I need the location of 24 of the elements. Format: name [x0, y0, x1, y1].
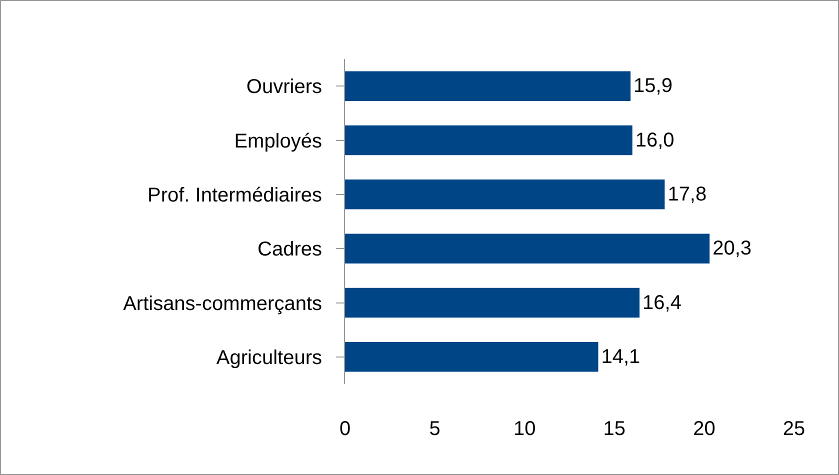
data-label: 16,4	[642, 292, 682, 314]
y-tick-label: Employés	[234, 130, 322, 152]
y-tick-label: Ouvriers	[246, 76, 322, 98]
y-tick-label: Prof. Intermédiaires	[147, 184, 322, 206]
bar	[345, 288, 640, 318]
data-label: 14,1	[601, 346, 640, 368]
data-label: 20,3	[712, 238, 752, 260]
data-label: 17,8	[668, 183, 707, 206]
data-label: 15,9	[634, 75, 672, 98]
data-label: 16,0	[635, 129, 674, 152]
x-tick-label: 5	[429, 418, 440, 440]
y-tick-label: Artisans-commerçants	[123, 292, 322, 315]
x-tick-label: 15	[603, 418, 626, 440]
y-tick-label: Cadres	[258, 238, 322, 261]
bar	[345, 342, 598, 372]
bar	[345, 125, 632, 156]
x-tick-label: 20	[693, 418, 716, 440]
bar	[345, 234, 710, 264]
x-tick-label: 25	[782, 418, 806, 440]
bar	[345, 71, 631, 101]
y-tick-label: Agriculteurs	[216, 346, 322, 369]
x-tick-label: 10	[513, 418, 536, 440]
bar	[345, 180, 665, 210]
x-tick-label: 0	[339, 418, 351, 440]
